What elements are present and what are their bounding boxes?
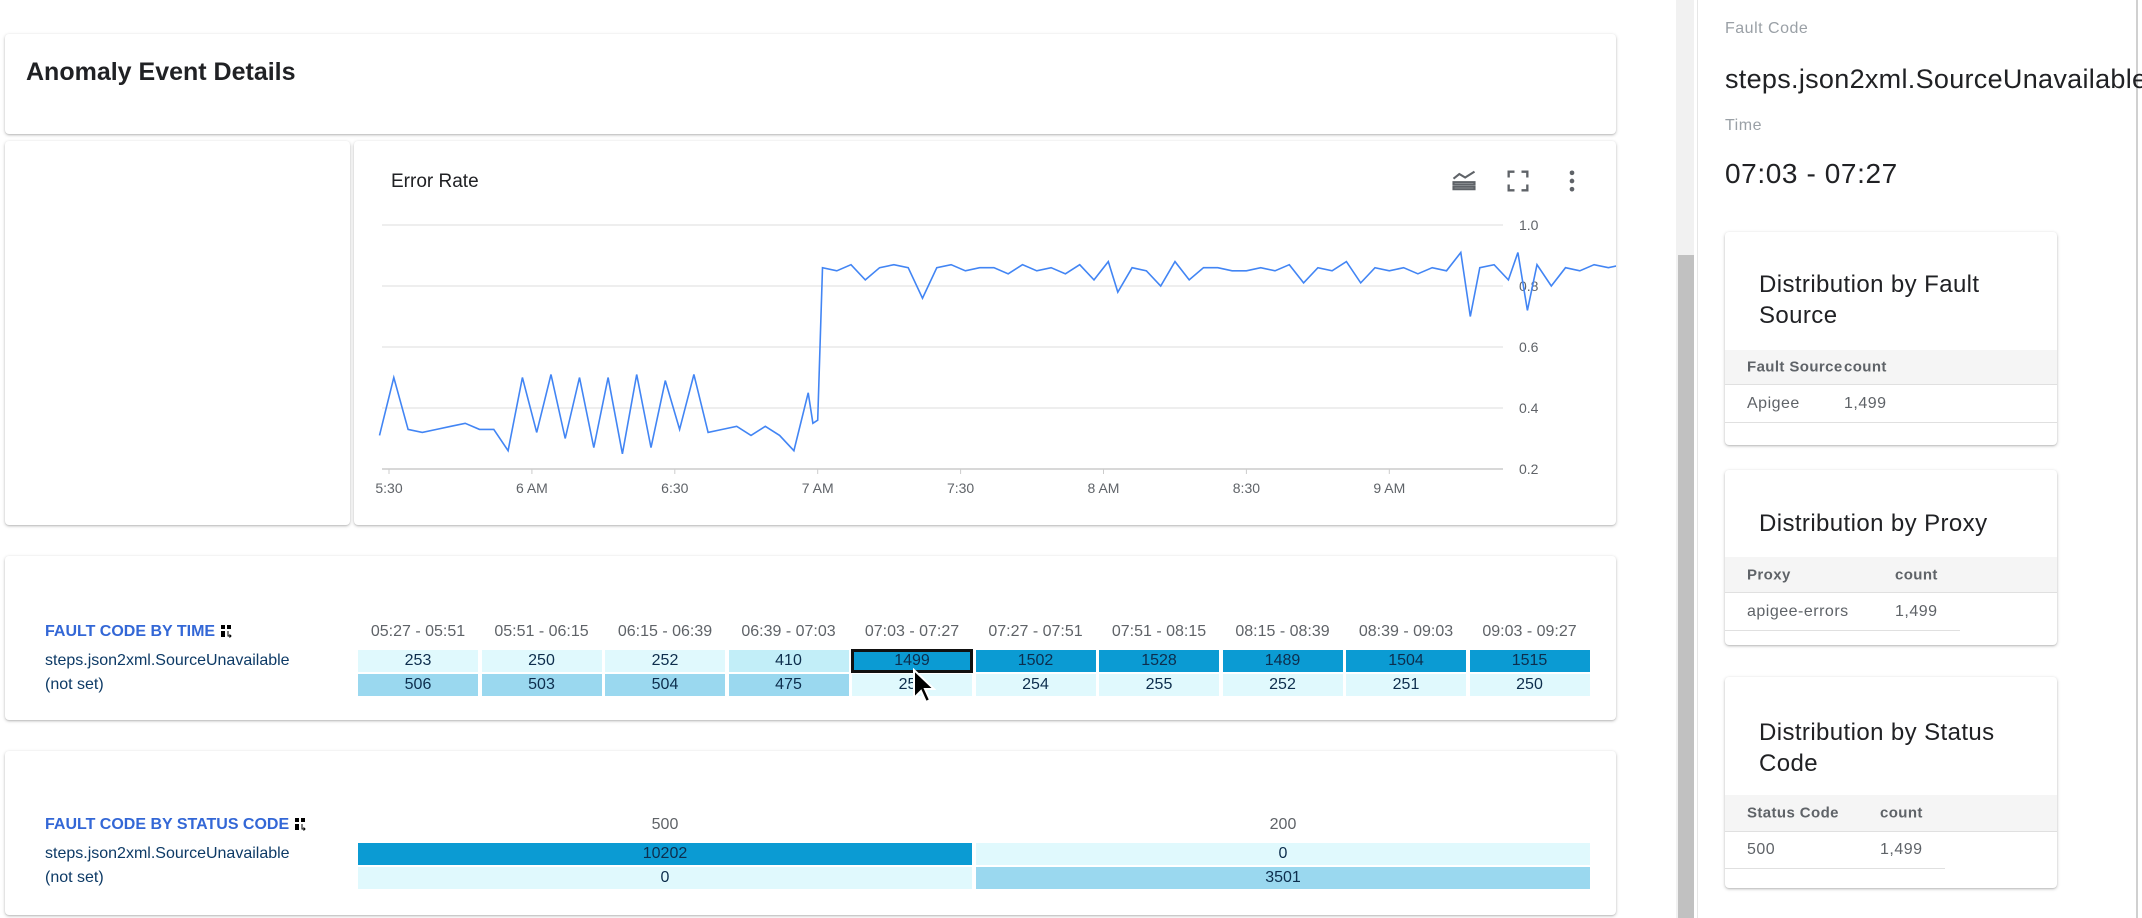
cell: 1,499 [1844, 394, 1887, 412]
y-tick-label: 0.4 [1519, 400, 1539, 416]
heatmap-cell[interactable]: 0 [976, 843, 1590, 865]
y-tick-label: 0.2 [1519, 461, 1539, 477]
heatmap-cell[interactable]: 410 [728, 650, 849, 672]
error-rate-line [378, 250, 1616, 454]
row-label: steps.json2xml.SourceUnavailable [45, 845, 290, 862]
heatmap-cell[interactable]: 1504 [1346, 650, 1466, 672]
heatmap-cell[interactable]: 251 [1346, 674, 1466, 696]
cell: 500 [1747, 841, 1776, 858]
col-header[interactable]: count [1844, 358, 1887, 376]
mouse-cursor-icon [913, 668, 936, 704]
card-title: Distribution by Fault Source [1759, 271, 1980, 329]
more-vert-icon[interactable] [1558, 167, 1586, 195]
x-tick-label: 7 AM [802, 480, 834, 496]
heatmap-cell[interactable]: 252 [1222, 674, 1343, 696]
x-tick-label: 9 AM [1373, 480, 1405, 496]
heatmap-title: FAULT CODE BY STATUS CODE [45, 816, 307, 834]
page-title: Anomaly Event Details [26, 58, 296, 86]
heatmap-cell[interactable]: 503 [481, 674, 602, 696]
time-label: Time [1725, 117, 1762, 134]
heatmap-cell[interactable]: 1502 [975, 650, 1096, 672]
y-tick-label: 1.0 [1519, 217, 1539, 233]
heatmap-cell[interactable]: 475 [728, 674, 849, 696]
col-header[interactable]: count [1895, 566, 1938, 583]
export-icon[interactable] [295, 818, 307, 832]
column-header: 08:39 - 09:03 [1358, 623, 1454, 640]
row-label: steps.json2xml.SourceUnavailable [45, 652, 290, 669]
heatmap-cell[interactable]: 250 [481, 650, 602, 672]
column-header: 05:27 - 05:51 [370, 623, 466, 640]
scrollbar-thumb[interactable] [1678, 255, 1694, 918]
time-value: 07:03 - 07:27 [1725, 158, 1898, 189]
x-tick-label: 7:30 [947, 480, 974, 496]
heatmap-cell[interactable]: 1515 [1469, 650, 1590, 672]
heatmap-cell[interactable]: 3501 [976, 867, 1590, 889]
side-blank-card [5, 141, 350, 525]
x-tick-label: 8:30 [1233, 480, 1260, 496]
cell: 1,499 [1895, 602, 1938, 620]
cell: apigee-errors [1747, 602, 1849, 620]
column-header: 07:03 - 07:27 [864, 623, 960, 640]
heatmap-title-text: FAULT CODE BY STATUS CODE [45, 816, 290, 833]
fault-code-value: steps.json2xml.SourceUnavailable [1725, 64, 2142, 94]
fullscreen-icon[interactable] [1504, 167, 1532, 195]
col-header[interactable]: Proxy [1747, 566, 1791, 583]
heatmap-cell[interactable]: 10202 [358, 843, 972, 865]
export-icon[interactable] [221, 625, 233, 639]
x-tick-label: 6 AM [516, 480, 548, 496]
card-title: Distribution by Proxy [1759, 510, 1988, 537]
column-header: 200 [1269, 816, 1297, 833]
heatmap-cell[interactable]: 1528 [1099, 650, 1219, 672]
fault-code-label: Fault Code [1725, 20, 1809, 37]
cell: Apigee [1747, 394, 1800, 412]
column-header: 09:03 - 09:27 [1482, 623, 1577, 640]
heatmap-title: FAULT CODE BY TIME [45, 623, 233, 641]
column-header: 08:15 - 08:39 [1235, 623, 1330, 640]
distribution-status-code-card: Distribution by Status Code Status Code c… [1725, 677, 2057, 888]
row-label: (not set) [45, 676, 104, 693]
card-title: Distribution by Status Code [1759, 719, 1995, 777]
column-header: 07:27 - 07:51 [988, 623, 1083, 640]
chart-title: Error Rate [391, 171, 479, 192]
column-header: 06:39 - 07:03 [741, 623, 836, 640]
heatmap-cell[interactable]: 254 [975, 674, 1096, 696]
heatmap-cell[interactable]: 0 [358, 867, 972, 889]
right-panel [1697, 0, 2138, 918]
row-label: (not set) [45, 869, 104, 886]
cell: 1,499 [1880, 841, 1923, 858]
header-card [5, 34, 1616, 134]
error-rate-card: Error Rate 1.0 0.8 0.6 0.4 0.2 5:30 6 AM 6:30 7 … [354, 141, 1616, 525]
column-header: 07:51 - 08:15 [1111, 623, 1207, 640]
distribution-proxy-card: Distribution by Proxy Proxy count apigee-… [1725, 470, 2057, 645]
error-rate-chart: 1.00.80.60.40.25:30 6 AM 6:30 7 AM 7:30 8 AM 8… [375, 217, 1616, 496]
column-header: 05:51 - 06:15 [494, 623, 589, 640]
distribution-fault-source-card: Distribution by Fault Source Fault Sourc… [1725, 232, 2057, 445]
column-header: 06:15 - 06:39 [617, 623, 713, 640]
col-header[interactable]: Fault Source [1747, 358, 1843, 376]
heatmap-cell[interactable]: 252 [605, 650, 725, 672]
heatmap-cell[interactable]: 250 [1469, 674, 1590, 696]
col-header[interactable]: Status Code [1747, 804, 1839, 822]
heatmap-cell[interactable]: 1489 [1222, 650, 1343, 672]
x-tick-label: 5:30 [375, 480, 402, 496]
x-tick-label: 8 AM [1088, 480, 1120, 496]
heatmap-title-text: FAULT CODE BY TIME [45, 623, 216, 640]
x-tick-label: 6:30 [661, 480, 688, 496]
heatmap-cell[interactable]: 255 [1099, 674, 1219, 696]
heatmap-cell[interactable]: 504 [605, 674, 725, 696]
y-tick-label: 0.6 [1519, 339, 1539, 355]
col-header[interactable]: count [1880, 804, 1923, 822]
heatmap-cell[interactable]: 506 [358, 674, 478, 696]
column-header: 500 [651, 816, 679, 833]
heatmap-cell[interactable]: 253 [358, 650, 478, 672]
legend-toggle-icon[interactable] [1450, 167, 1478, 195]
heatmap-cell[interactable]: 1499 [851, 649, 973, 673]
